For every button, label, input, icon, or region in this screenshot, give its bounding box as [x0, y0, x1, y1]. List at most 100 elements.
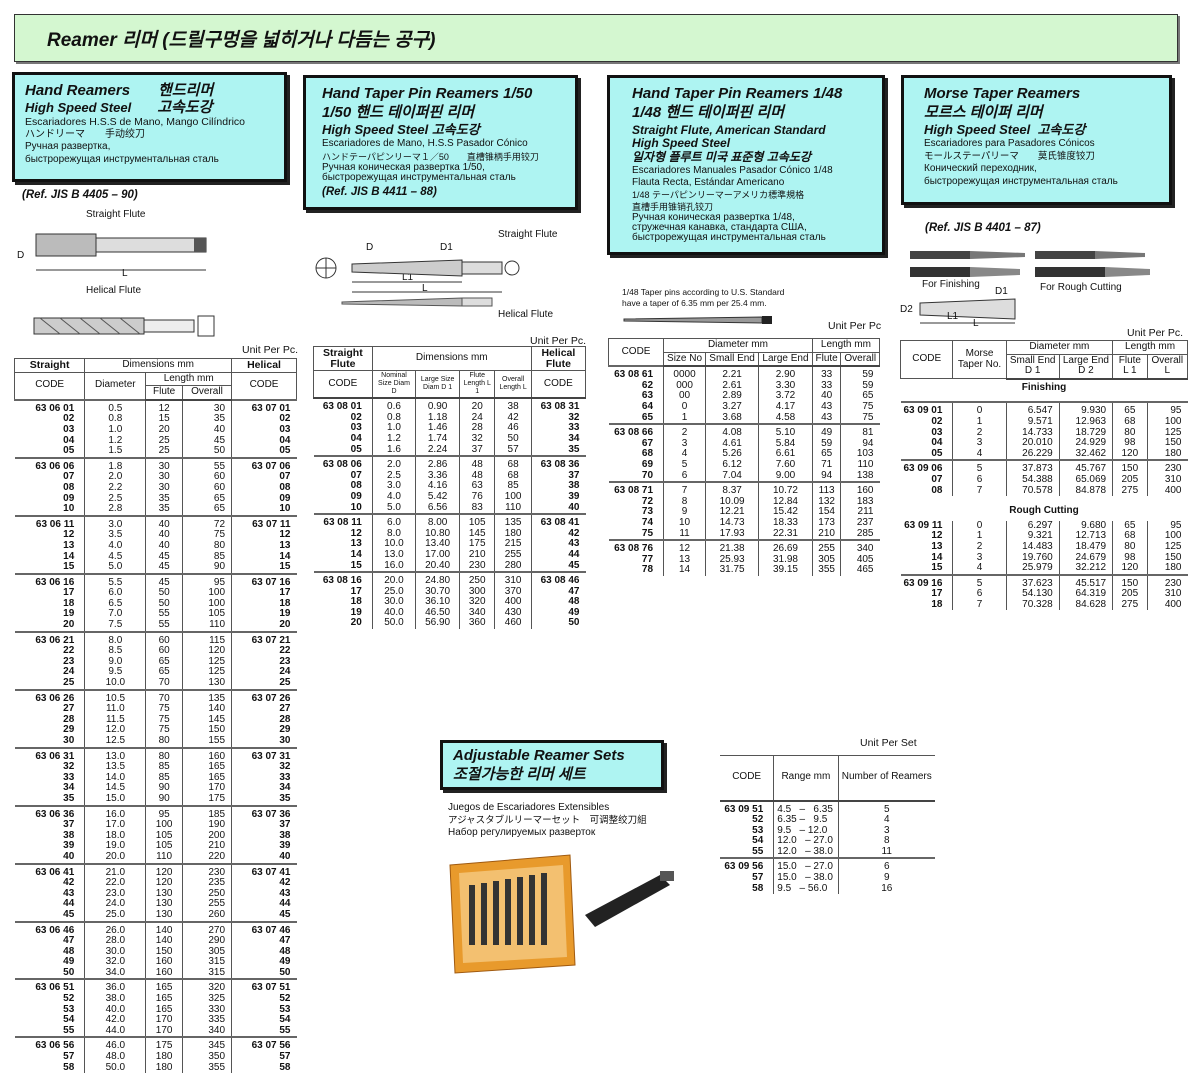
value-cell: 35 — [145, 493, 183, 505]
value-cell: 9.5 — [84, 667, 146, 679]
value-cell: 255 — [494, 549, 532, 561]
code-cell: 13 — [63, 539, 75, 551]
value-cell: 280 — [494, 560, 532, 573]
value-cell: 12.21 — [705, 507, 759, 518]
value-cell: 132 — [811, 496, 841, 508]
value-cell: 120 — [1112, 562, 1148, 575]
value-cell: 110 — [494, 502, 532, 515]
code-cell: 17 — [63, 587, 75, 599]
code-cell: 34 — [63, 782, 75, 794]
code-cell: 54 — [231, 1015, 297, 1026]
table-row: 27 11.0 75 140 27 — [15, 704, 297, 715]
code-cell: 63 09 06 — [900, 459, 953, 475]
th-code2: CODE — [530, 370, 587, 400]
value-cell: 3 — [663, 438, 706, 450]
value-cell: 130 — [145, 909, 183, 922]
code-cell: 53 — [231, 1004, 297, 1016]
value-cell: 65 — [840, 391, 880, 402]
hand-ref: (Ref. JIS B 4405 – 90) — [22, 189, 138, 201]
code-cell: 15 — [231, 561, 297, 574]
value-cell: 230 — [1146, 459, 1188, 475]
value-cell: 37.873 — [1005, 459, 1060, 475]
hand-helical-label: Helical Flute — [86, 285, 142, 296]
value-cell: 370 — [494, 586, 532, 598]
table-row: 15 16.0 20.40 230 280 45 — [314, 560, 586, 573]
value-cell: 25.0 — [371, 586, 416, 598]
code-cell: 07 — [350, 469, 362, 481]
value-cell: 15 — [145, 414, 183, 425]
value-cell: 1 — [952, 416, 1007, 428]
code-cell: 37 — [530, 470, 586, 482]
value-cell: 65 — [145, 656, 183, 668]
value-cell: 120 — [181, 646, 232, 657]
page-title: Reamer 리머 (드릴구멍을 넓히거나 다듬는 공구) — [14, 14, 1178, 62]
value-cell: 1.2 — [371, 433, 416, 445]
adjustable-title-en: Adjustable Reamer Sets — [453, 747, 625, 764]
taper50-l1-label: L1 — [402, 272, 414, 283]
value-cell: 68 — [494, 455, 532, 471]
table-row: 62 000 2.61 3.30 33 59 — [609, 380, 880, 392]
value-cell: 3.27 — [705, 401, 759, 413]
table-row: 08 7 70.578 84.878 275 400 — [901, 485, 1188, 497]
value-cell: 36.10 — [415, 597, 460, 608]
value-cell: 1.6 — [371, 444, 416, 457]
value-cell: 4.5 – 6.35 — [773, 799, 838, 816]
table-row: 17 6.0 50 100 17 — [15, 588, 297, 599]
table-row: 64 0 3.27 4.17 43 75 — [609, 401, 880, 413]
taper50-unit: Unit Per Pc. — [530, 335, 587, 347]
hand-steel: High Speed Steel 고속도강 — [25, 100, 274, 116]
hand-title: Hand Reamers 핸드리머 — [25, 81, 274, 100]
value-cell: 205 — [1112, 589, 1148, 600]
table-row: 02 1 9.571 12.963 68 100 — [901, 416, 1188, 428]
morse-es: Escariadores para Pasadores Cónicos — [924, 138, 1095, 149]
value-cell: 125 — [181, 667, 232, 679]
value-cell: 94 — [811, 470, 841, 483]
value-cell: 1.0 — [371, 423, 416, 434]
value-cell: 15.0 – 27.0 — [773, 857, 838, 874]
value-cell: 42 — [494, 412, 532, 424]
code-cell: 33 — [63, 771, 75, 783]
value-cell: 237 — [840, 517, 880, 529]
value-cell: 9.680 — [1058, 520, 1113, 532]
value-cell: 15.0 — [84, 793, 146, 806]
value-cell: 12.0 – 38.0 — [773, 846, 838, 859]
value-cell: 20.40 — [415, 560, 460, 573]
code-cell: 33 — [231, 772, 297, 784]
value-cell: 125 — [181, 656, 232, 668]
value-cell: 120 — [145, 878, 183, 889]
code-cell: 03 — [931, 426, 943, 438]
code-cell: 14 — [231, 551, 297, 563]
table-row: 63 00 2.89 3.72 40 65 — [609, 391, 880, 402]
taper50-ru1: Ручная коническая развертка 1/50, — [322, 162, 485, 173]
value-cell: 22.31 — [758, 528, 813, 541]
code-cell: 08 — [350, 480, 362, 492]
adjustable-jp: アジャスタブルリーマーセット 可调整绞刀組 — [448, 814, 647, 826]
code-cell: 63 09 51 — [720, 799, 774, 816]
table-row: 63 09 56 15.0 – 27.0 6 — [720, 857, 935, 874]
value-cell: 340 — [458, 607, 495, 619]
value-cell: 6 — [952, 474, 1007, 486]
code-cell: 02 — [231, 414, 297, 425]
table-row: 54 42.0 170 335 54 — [15, 1015, 297, 1026]
code-cell: 63 07 16 — [231, 572, 297, 589]
th-length: Length mm — [145, 371, 233, 387]
table-row: 12 1 9.321 12.713 68 100 — [901, 531, 1188, 542]
code-cell: 57 — [63, 1051, 75, 1063]
value-cell: 50 — [181, 446, 232, 458]
value-cell: 10.5 — [84, 688, 146, 705]
value-cell: 185 — [181, 804, 232, 821]
value-cell: 12 — [145, 398, 183, 415]
value-cell: 275 — [1112, 485, 1148, 497]
value-cell: 12.713 — [1058, 531, 1113, 542]
code-cell: 68 — [641, 448, 654, 460]
value-cell: 30.0 — [371, 597, 416, 608]
code-cell: 63 08 71 — [608, 481, 664, 497]
code-cell: 63 08 66 — [608, 423, 664, 439]
code-cell: 49 — [63, 956, 75, 968]
code-cell: 08 — [231, 482, 297, 494]
code-cell: 65 — [641, 411, 654, 423]
value-cell: 75 — [145, 725, 183, 736]
code-cell: 18 — [350, 596, 362, 608]
code-cell: 42 — [63, 877, 75, 889]
value-cell: 3.72 — [758, 391, 813, 402]
